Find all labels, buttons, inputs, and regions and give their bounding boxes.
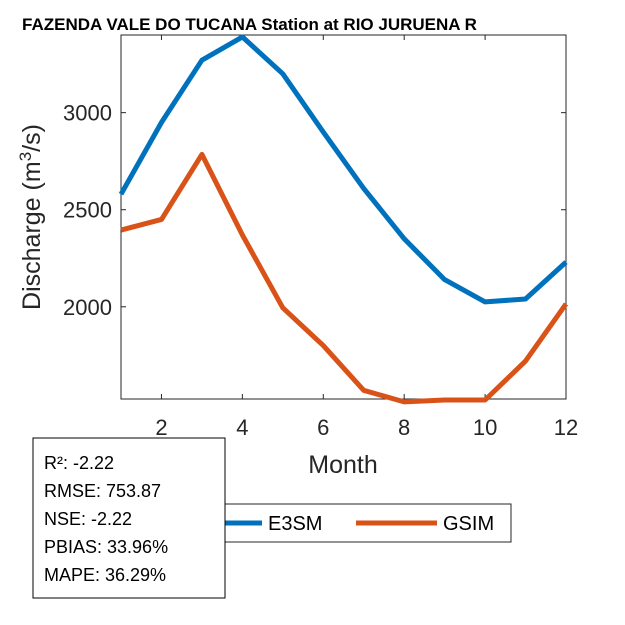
stat-rmse: RMSE: 753.87 xyxy=(44,481,161,501)
x-tick-label: 6 xyxy=(317,415,329,440)
y-tick-label: 2000 xyxy=(63,295,112,320)
legend-label-gsim: GSIM xyxy=(443,513,494,535)
x-tick-label: 10 xyxy=(473,415,497,440)
series-line-e3sm xyxy=(118,34,568,305)
y-axis-label-main: Discharge (m xyxy=(18,161,46,310)
series-lines xyxy=(118,34,569,405)
x-tick-label: 12 xyxy=(554,415,578,440)
x-tick-label: 8 xyxy=(398,415,410,440)
series-line-gsim xyxy=(120,151,569,405)
y-tick-label: 3000 xyxy=(63,101,112,126)
stat-nse: NSE: -2.22 xyxy=(44,509,132,529)
legend: E3SM GSIM xyxy=(212,503,512,543)
stats-box-frame xyxy=(32,437,226,599)
x-tick-label: 4 xyxy=(236,415,248,440)
x-axis-label: Month xyxy=(308,451,377,479)
stats-box: R²: -2.22 RMSE: 753.87 NSE: -2.22 PBIAS:… xyxy=(32,437,226,599)
y-axis-label-superscript: 3 xyxy=(16,152,35,161)
stat-r2: R²: -2.22 xyxy=(44,453,114,473)
legend-label-e3sm: E3SM xyxy=(268,513,322,535)
y-tick-label: 2500 xyxy=(63,198,112,223)
stat-mape: MAPE: 36.29% xyxy=(44,565,166,585)
y-axis-label-tail: /s) xyxy=(18,124,46,152)
chart-title: FAZENDA VALE DO TUCANA Station at RIO JU… xyxy=(22,15,477,34)
y-axis: 2000 2500 3000 xyxy=(63,101,566,320)
plot-area: 2000 2500 3000 2 4 6 8 10 12 xyxy=(63,34,578,440)
x-tick-label: 2 xyxy=(155,415,167,440)
x-axis: 2 4 6 8 10 12 xyxy=(155,35,578,440)
stat-pbias: PBIAS: 33.96% xyxy=(44,537,168,557)
axes-box xyxy=(120,34,567,400)
y-axis-label: Discharge (m3/s) xyxy=(16,124,47,310)
